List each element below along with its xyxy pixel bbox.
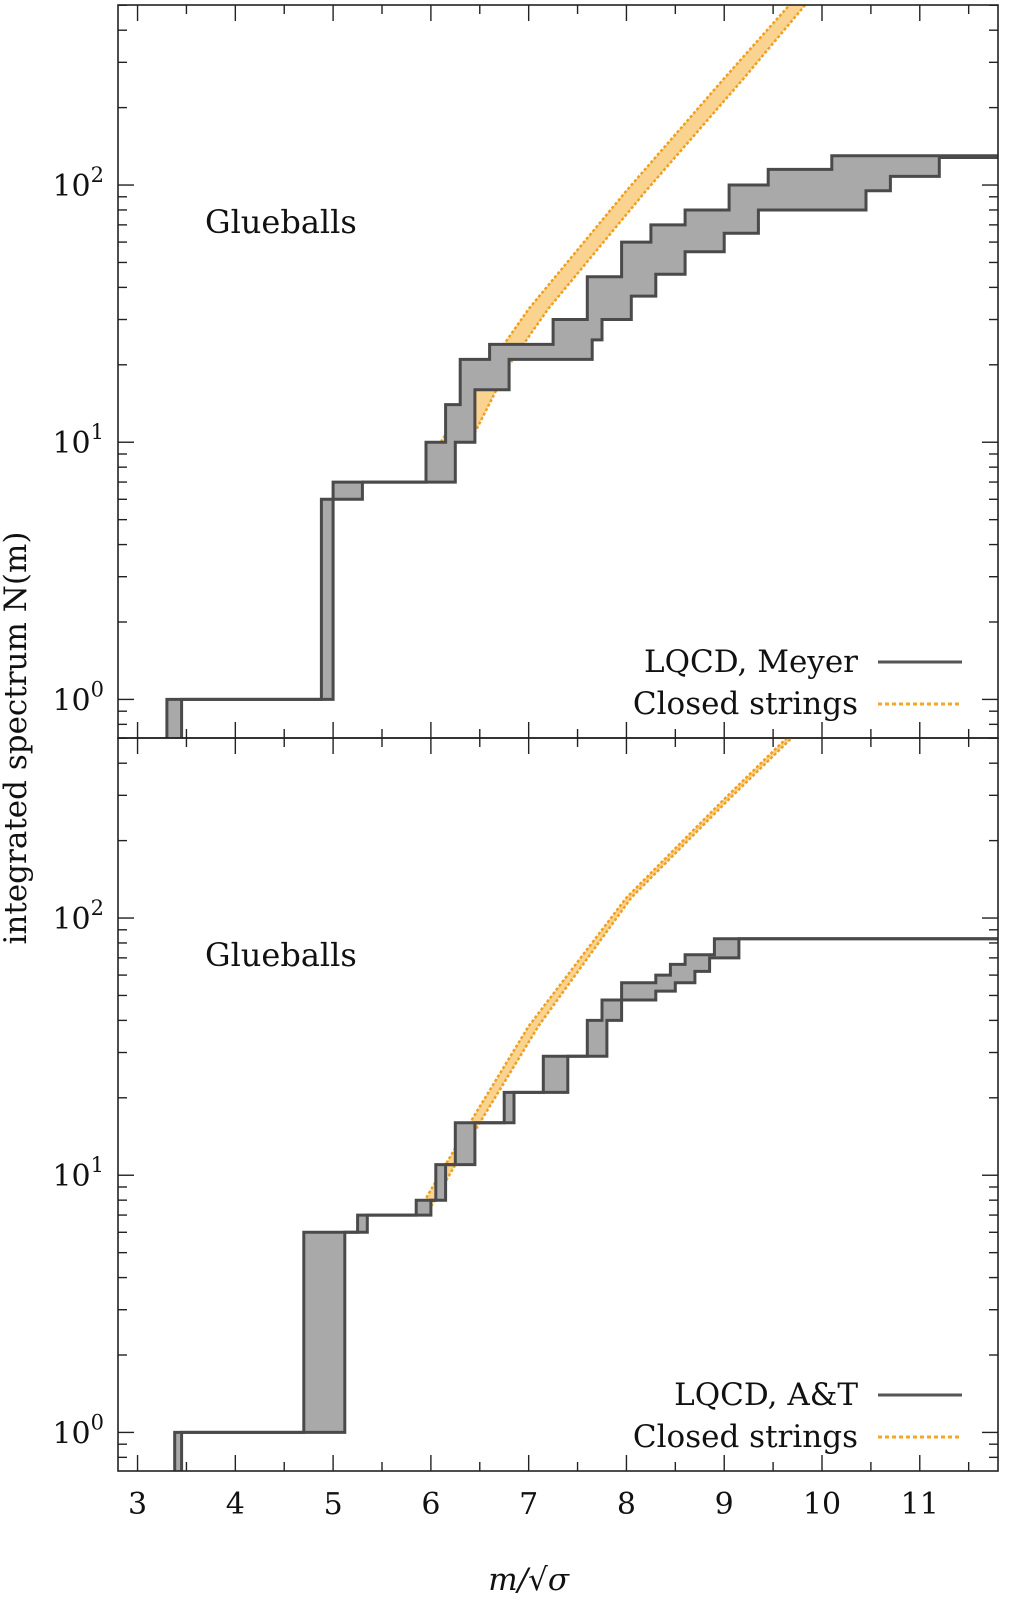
closed-strings-band-top xyxy=(440,5,806,443)
panel-top: 100 101 102 Glueballs LQCD, Meyer Closed stri… xyxy=(0,4,999,945)
x-tick-label: 9 xyxy=(715,1487,734,1522)
lqcd-step-upper-bottom xyxy=(173,937,998,1471)
legend-label-lqcd: LQCD, Meyer xyxy=(644,644,858,680)
plot-area-bottom xyxy=(173,738,998,1471)
x-tick-label: 4 xyxy=(226,1487,245,1522)
panel-annotation: Glueballs xyxy=(205,203,357,241)
y-tick-label: 102 xyxy=(52,896,104,937)
y-tick-label: 100 xyxy=(52,1410,104,1451)
panel-annotation: Glueballs xyxy=(205,936,357,974)
y-tick-label: 101 xyxy=(52,420,104,461)
legend-label-strings: Closed strings xyxy=(633,1419,858,1455)
lqcd-band-top xyxy=(166,155,998,738)
plot-area-top xyxy=(165,5,998,738)
legend-label-strings: Closed strings xyxy=(633,686,858,722)
closed-strings-line-lower-bottom xyxy=(424,738,794,1216)
y-tick-label: 102 xyxy=(52,163,104,204)
closed-strings-line-lower-top xyxy=(468,5,807,443)
legend-bottom: LQCD, A&T Closed strings xyxy=(633,1377,962,1455)
legend-label-lqcd: LQCD, A&T xyxy=(674,1377,858,1413)
x-tick-label: 7 xyxy=(519,1487,538,1522)
x-tick-label: 5 xyxy=(324,1487,343,1522)
x-tick-label: 3 xyxy=(128,1487,147,1522)
x-tick-label: 11 xyxy=(901,1487,939,1522)
lqcd-step-upper-top xyxy=(165,154,998,738)
axes-frame-bottom xyxy=(117,737,999,1472)
legend-top: LQCD, Meyer Closed strings xyxy=(633,644,962,722)
x-tick-label: 6 xyxy=(421,1487,440,1522)
panel-bottom: 100 101 102 Glueballs LQCD, A&T Closed string… xyxy=(52,737,999,1598)
x-tick-label: 10 xyxy=(803,1487,841,1522)
lqcd-step-lower-top xyxy=(180,156,998,738)
x-tick-label: 8 xyxy=(617,1487,636,1522)
lqcd-band-bottom xyxy=(174,938,998,1471)
lqcd-step-lower-bottom xyxy=(180,937,998,1471)
axes-frame-top xyxy=(117,4,999,739)
y-tick-label: 100 xyxy=(52,677,104,718)
y-axis-label: integrated spectrum N(m) xyxy=(0,532,34,945)
x-axis-label: m/√σ xyxy=(488,1562,570,1598)
y-tick-label: 101 xyxy=(52,1153,104,1194)
closed-strings-line-upper-bottom xyxy=(415,738,789,1216)
